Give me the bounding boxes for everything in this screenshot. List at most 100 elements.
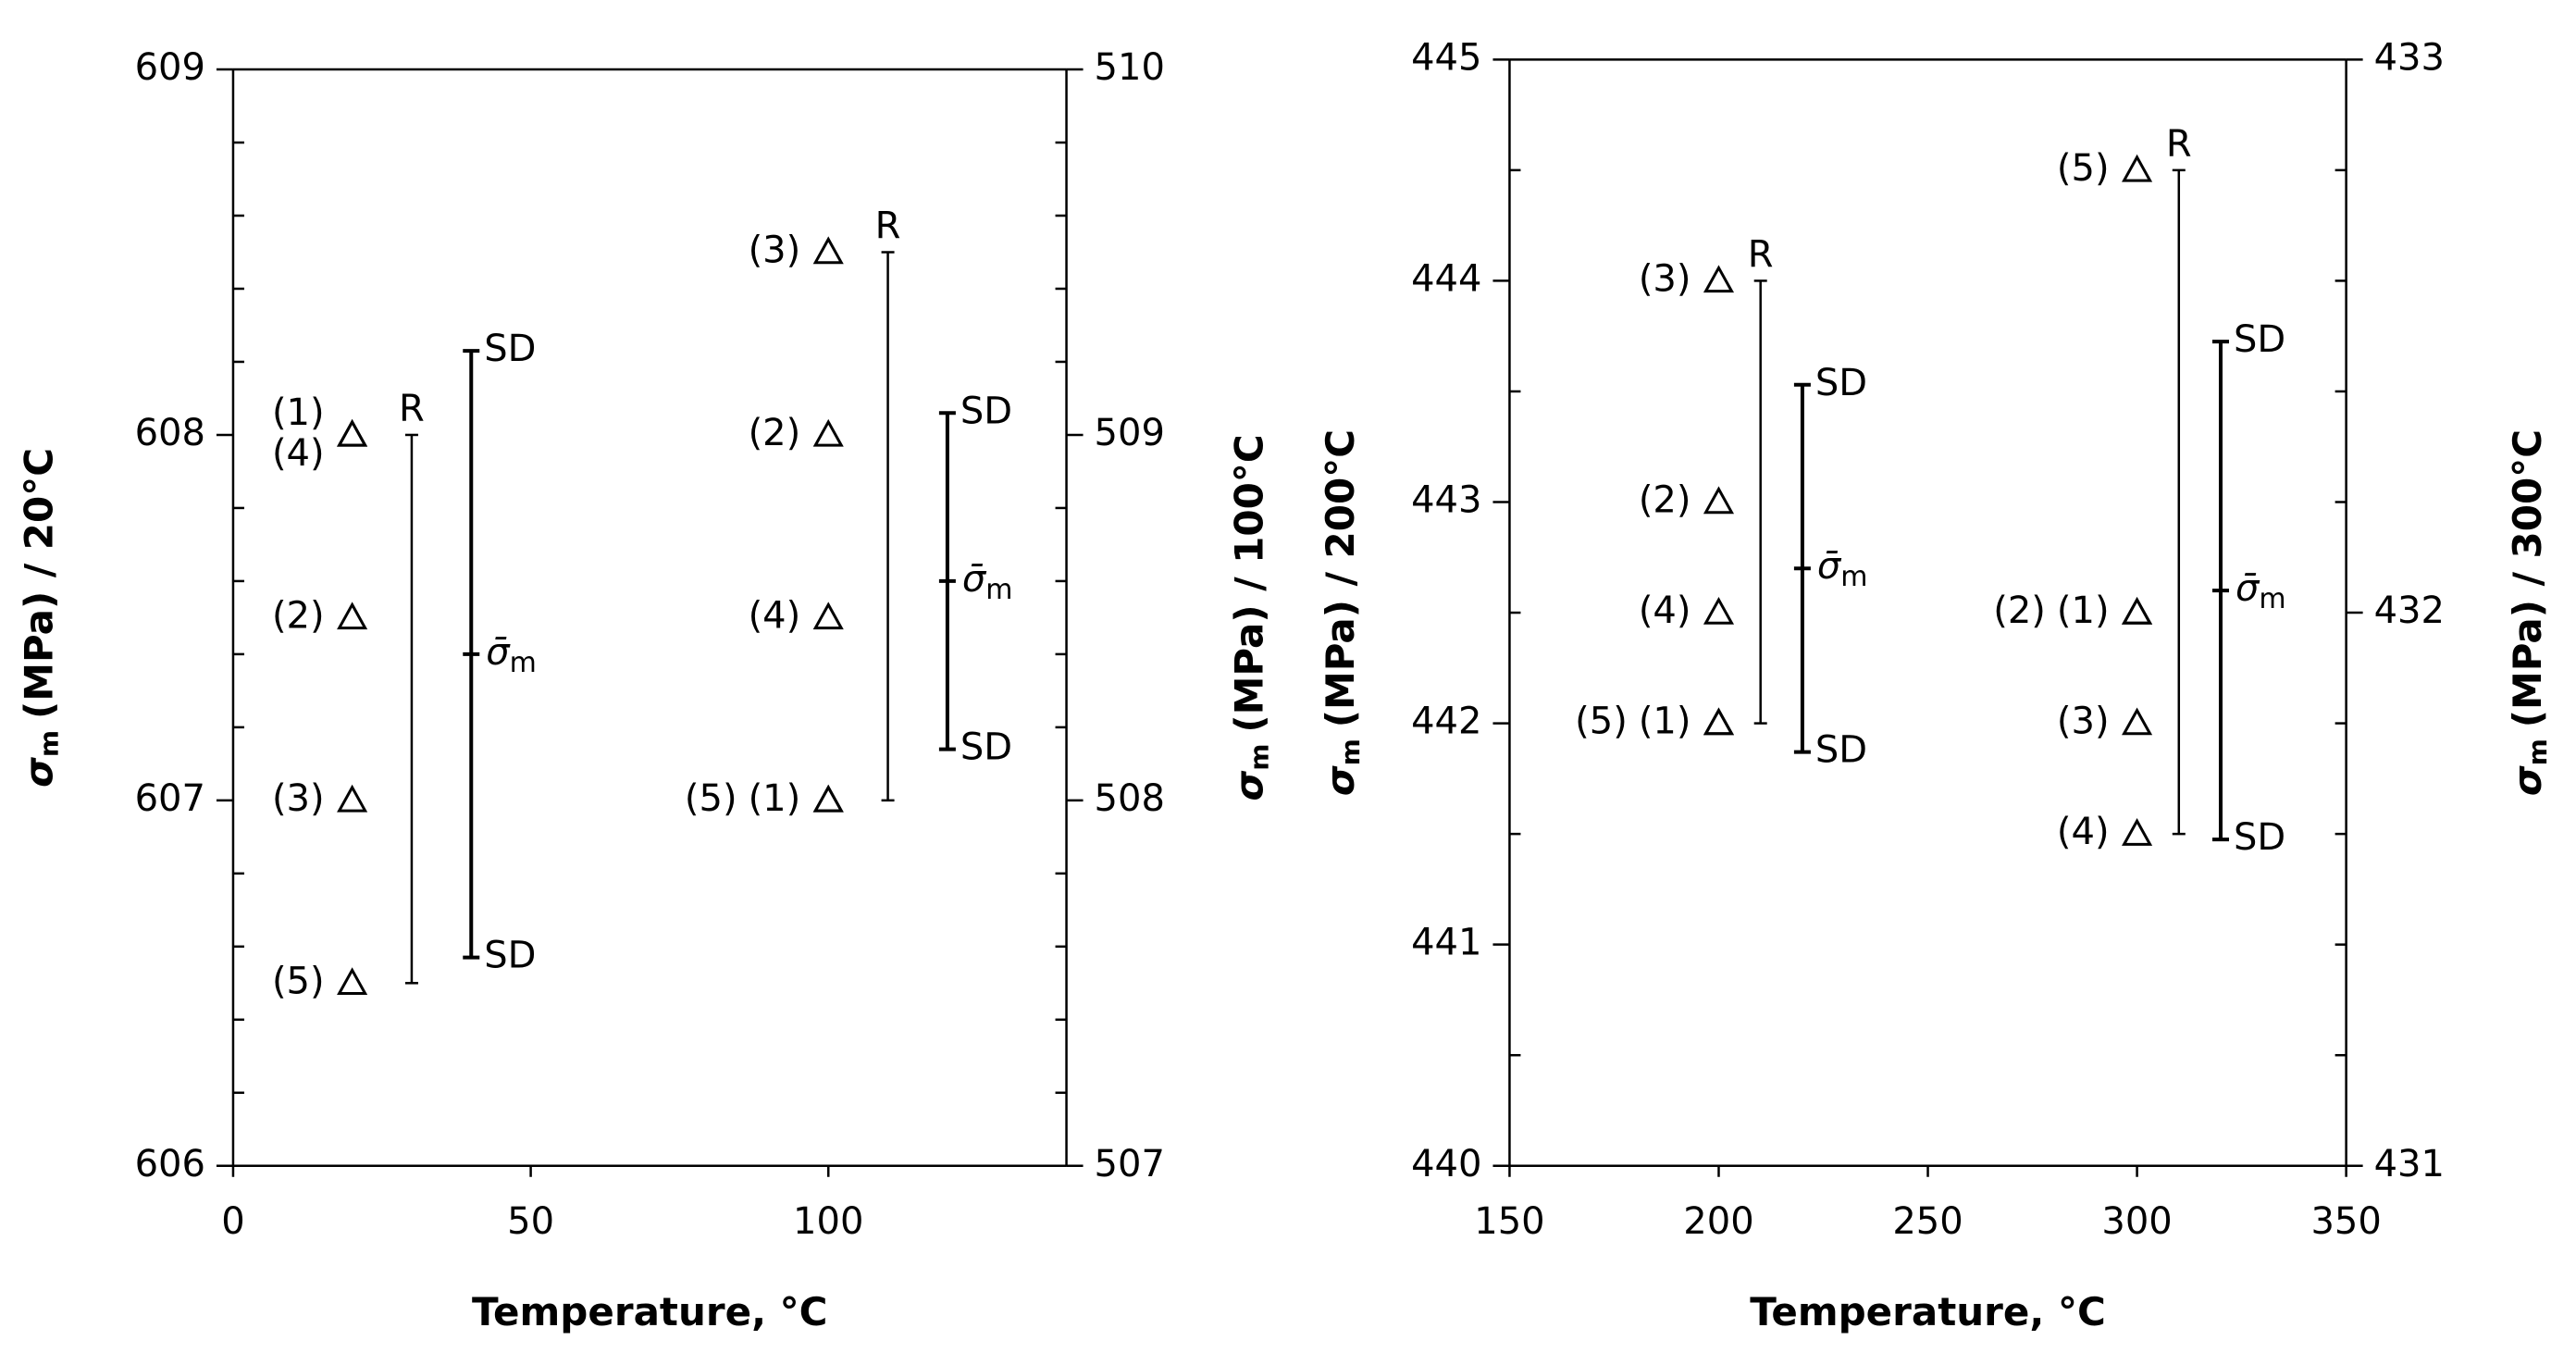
sd-label: SD [960,726,1012,769]
data-point [812,784,844,813]
data-point [337,602,368,630]
data-point [812,418,844,447]
y2-tick-label: 432 [2374,589,2445,632]
point-label: (3) [749,230,801,272]
point-label-part: (3) [749,230,801,272]
y-axis-title-symbol: σ [16,757,61,788]
sd-label: SD [2234,816,2285,859]
point-label-part: (3) [2057,701,2110,743]
y2-tick-label: 509 [1095,412,1165,454]
data-point [2122,596,2153,625]
x-tick-label: 150 [1474,1200,1544,1243]
point-label: (1) [272,391,325,434]
y-axis-title: σm (MPa) / 200°C [1317,429,1366,796]
mean-label-symbol: σ̄ [1817,545,1842,588]
mean-label-symbol: σ̄ [486,631,511,674]
y-tick-label: 442 [1411,701,1481,743]
point-label: (2) [1639,479,1691,522]
mean-label-sub: m [2259,583,2285,615]
point-label: (3) [272,777,325,820]
point-label-part: (5) [685,777,737,820]
y-tick-label: 608 [135,412,205,454]
mean-label-symbol: σ̄ [2235,567,2260,610]
y-axis-title-sub: m [34,730,65,757]
data-point [812,236,844,265]
sd-label: SD [484,328,536,370]
data-point [337,967,368,996]
mean-label-sub: m [985,573,1012,605]
point-label: (3) [1639,257,1691,300]
x-tick-label: 350 [2310,1200,2381,1243]
point-label-part: (1) [2057,589,2110,632]
x-tick-label: 50 [507,1200,554,1243]
sd-label: SD [1815,362,1867,404]
sd-label: SD [1815,729,1867,772]
data-point [812,602,844,630]
data-point [2122,707,2153,736]
point-label-part: (1) [1639,701,1691,743]
point-label: (3) [2057,701,2110,743]
y2-tick-label: 508 [1095,777,1165,820]
point-label: (4) [2057,811,2110,853]
y-axis-title-symbol: σ [1226,770,1271,800]
data-point [812,784,844,813]
sd-label: SD [960,390,1012,432]
range-label: R [2166,123,2192,166]
point-label: (2) (1) [1993,589,2109,632]
y-tick-label: 606 [135,1143,205,1185]
y-tick-label: 607 [135,777,205,820]
y2-tick-label: 507 [1095,1143,1165,1185]
y-tick-label: 444 [1411,257,1481,300]
point-label: (4) [1639,589,1691,632]
point-label-part: (1) [749,777,801,820]
y-axis-title-symbol: σ [1317,765,1362,796]
point-label-part: (3) [272,777,325,820]
y-axis-title-sub: m [2522,738,2553,765]
point-label-part: (2) [1993,589,2046,632]
y-axis-title-symbol: σ [2504,765,2549,796]
mean-label-sub: m [1840,561,1867,593]
y-axis-title: σm (MPa) / 20°C [16,448,64,788]
sd-label: SD [2234,318,2285,361]
range-label: R [1748,233,1774,276]
x-axis-title: Temperature, °C [1750,1289,2106,1334]
data-point [337,784,368,813]
data-point [2122,154,2153,182]
mean-label-sub: m [510,646,537,678]
y-axis-title: σm (MPa) / 100°C [1226,434,1275,800]
y-axis-title-text: (MPa) / 100°C [1226,434,1271,732]
mean-label: σ̄m [1817,545,1868,593]
point-label-part: (5) [1575,701,1628,743]
mean-label: σ̄m [962,558,1013,606]
y-tick-label: 440 [1411,1143,1481,1185]
point-label-part: (4) [749,594,801,637]
data-point [1703,265,1735,293]
x-tick-label: 0 [221,1200,244,1243]
range-label: R [399,388,425,430]
point-label: (5) [2057,147,2110,190]
y-tick-label: 445 [1411,36,1481,79]
x-tick-label: 100 [793,1200,863,1243]
point-label: (5) (1) [685,777,800,820]
point-label-part: (3) [1639,257,1691,300]
y-axis-title-text: (MPa) / 20°C [16,448,61,719]
point-label: (4) [749,594,801,637]
point-label-part: (5) [2057,147,2110,190]
x-tick-label: 200 [1683,1200,1753,1243]
data-point [2122,596,2153,625]
data-point [337,418,368,447]
point-label: (2) [272,594,325,637]
point-label: (4) [272,432,325,475]
y-tick-label: 609 [135,46,205,89]
point-label-part: (4) [1639,589,1691,632]
point-label-part: (4) [2057,811,2110,853]
x-tick-label: 300 [2101,1200,2172,1243]
sd-label: SD [484,935,536,977]
data-point [1703,486,1735,515]
point-label-part: (2) [1639,479,1691,522]
y2-tick-label: 431 [2374,1143,2445,1185]
x-tick-label: 250 [1892,1200,1963,1243]
point-label-part: (5) [272,960,325,1002]
y-tick-label: 443 [1411,479,1481,522]
